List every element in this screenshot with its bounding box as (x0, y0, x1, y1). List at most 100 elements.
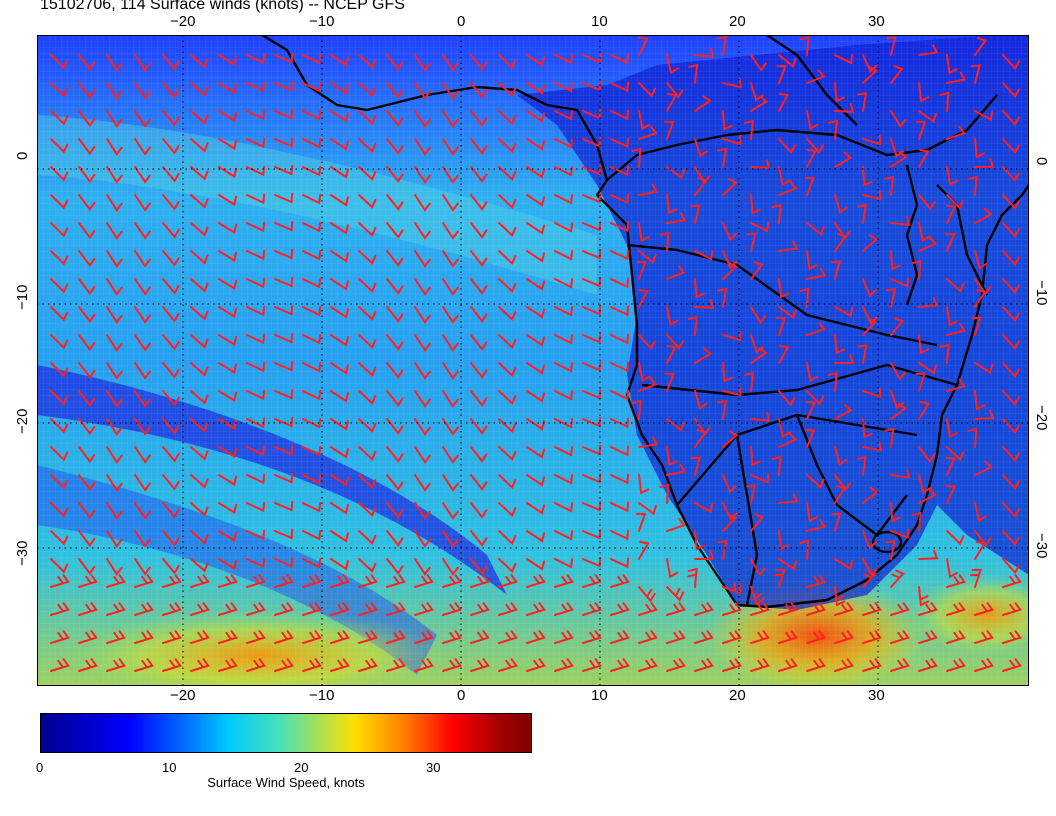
wind-barb (50, 574, 70, 588)
wind-barb (666, 586, 685, 602)
wind-barb (799, 539, 810, 560)
wind-barb (1002, 54, 1020, 71)
wind-barb (358, 418, 377, 433)
colorbar: 0 10 20 30 (36, 713, 532, 775)
wind-barb (638, 82, 657, 98)
wind-barb (414, 418, 431, 436)
wind-barb (890, 250, 901, 271)
wind-barb (274, 305, 294, 316)
wind-barb (106, 602, 126, 616)
wind-barb (274, 221, 294, 232)
wind-barb (162, 82, 180, 99)
wind-barb (806, 138, 824, 155)
wind-barb (666, 306, 679, 327)
wind-barb (918, 82, 930, 103)
wind-barb (106, 250, 123, 268)
wind-barb (834, 306, 854, 318)
wind-barb (246, 361, 266, 373)
wind-barb (554, 418, 574, 429)
wind-barb (274, 557, 294, 568)
wind-barb (806, 148, 817, 168)
wind-barb (414, 602, 434, 616)
wind-barb (638, 377, 658, 392)
wind-barb (274, 193, 294, 204)
wind-barb (414, 558, 431, 576)
lon-tick-label: 0 (457, 13, 466, 30)
wind-barb (554, 530, 574, 541)
wind-barb (274, 630, 294, 644)
wind-barb (442, 574, 462, 588)
wind-barb (834, 194, 848, 214)
wind-barb (974, 250, 988, 271)
wind-barb (134, 306, 151, 324)
wind-barb (190, 630, 210, 644)
wind-barb (974, 110, 994, 122)
wind-barb (722, 177, 738, 196)
wind-barb (778, 558, 797, 571)
wind-barb (162, 334, 180, 351)
wind-barb (778, 630, 798, 644)
wind-barb (442, 502, 459, 520)
wind-barb (857, 344, 868, 364)
wind-barb (134, 82, 151, 100)
wind-barb (862, 530, 877, 550)
wind-barb (890, 602, 910, 616)
wind-barb (470, 278, 488, 295)
wind-barb (862, 234, 879, 252)
wind-barb (414, 306, 431, 324)
wind-barb (664, 120, 675, 140)
wind-barb (358, 166, 377, 181)
wind-barb (50, 602, 70, 616)
wind-barb (106, 334, 123, 352)
wind-barb (582, 602, 602, 616)
wind-barb (722, 250, 738, 270)
wind-barb (971, 316, 982, 336)
wind-barb (526, 530, 546, 543)
wind-barb (750, 513, 765, 532)
wind-barb (246, 277, 266, 289)
wind-barb (134, 602, 154, 616)
wind-barb (330, 54, 349, 67)
wind-barb (442, 54, 459, 72)
wind-barb (526, 558, 546, 571)
wind-barb (806, 222, 825, 236)
colorbar-tick: 0 (36, 760, 44, 775)
wind-barb (218, 390, 238, 403)
wind-barb (190, 54, 209, 69)
wind-barb (414, 334, 431, 352)
wind-barb (190, 138, 209, 153)
wind-barb (274, 249, 294, 260)
wind-barb (302, 278, 322, 289)
wind-barb (722, 513, 738, 532)
wind-barb (50, 390, 69, 406)
wind-barb (918, 586, 930, 607)
wind-barb (717, 287, 728, 308)
wind-barb (162, 110, 180, 127)
wind-barb (974, 460, 993, 476)
wind-barb (442, 446, 459, 464)
wind-barb (386, 474, 404, 491)
wind-barb (778, 240, 799, 252)
wind-barb (246, 53, 266, 65)
wind-barb (722, 135, 742, 146)
wind-barb (610, 221, 630, 233)
wind-barb (358, 390, 377, 405)
wind-barb (330, 558, 349, 571)
wind-barb (778, 166, 791, 187)
wind-barb (414, 54, 431, 72)
wind-barb (890, 65, 904, 84)
wind-barb (526, 334, 546, 347)
wind-barb (78, 138, 96, 156)
wind-barb (722, 602, 742, 616)
wind-barb (806, 602, 826, 616)
wind-barb (750, 306, 767, 325)
wind-barb (526, 54, 546, 67)
wind-barb (827, 371, 838, 392)
wind-barb (1002, 362, 1020, 379)
wind-barb (554, 558, 574, 569)
wind-barb (610, 445, 630, 457)
wind-barb (862, 166, 873, 187)
wind-barb (274, 658, 294, 672)
wind-barb (939, 343, 950, 364)
wind-barb (690, 456, 702, 476)
